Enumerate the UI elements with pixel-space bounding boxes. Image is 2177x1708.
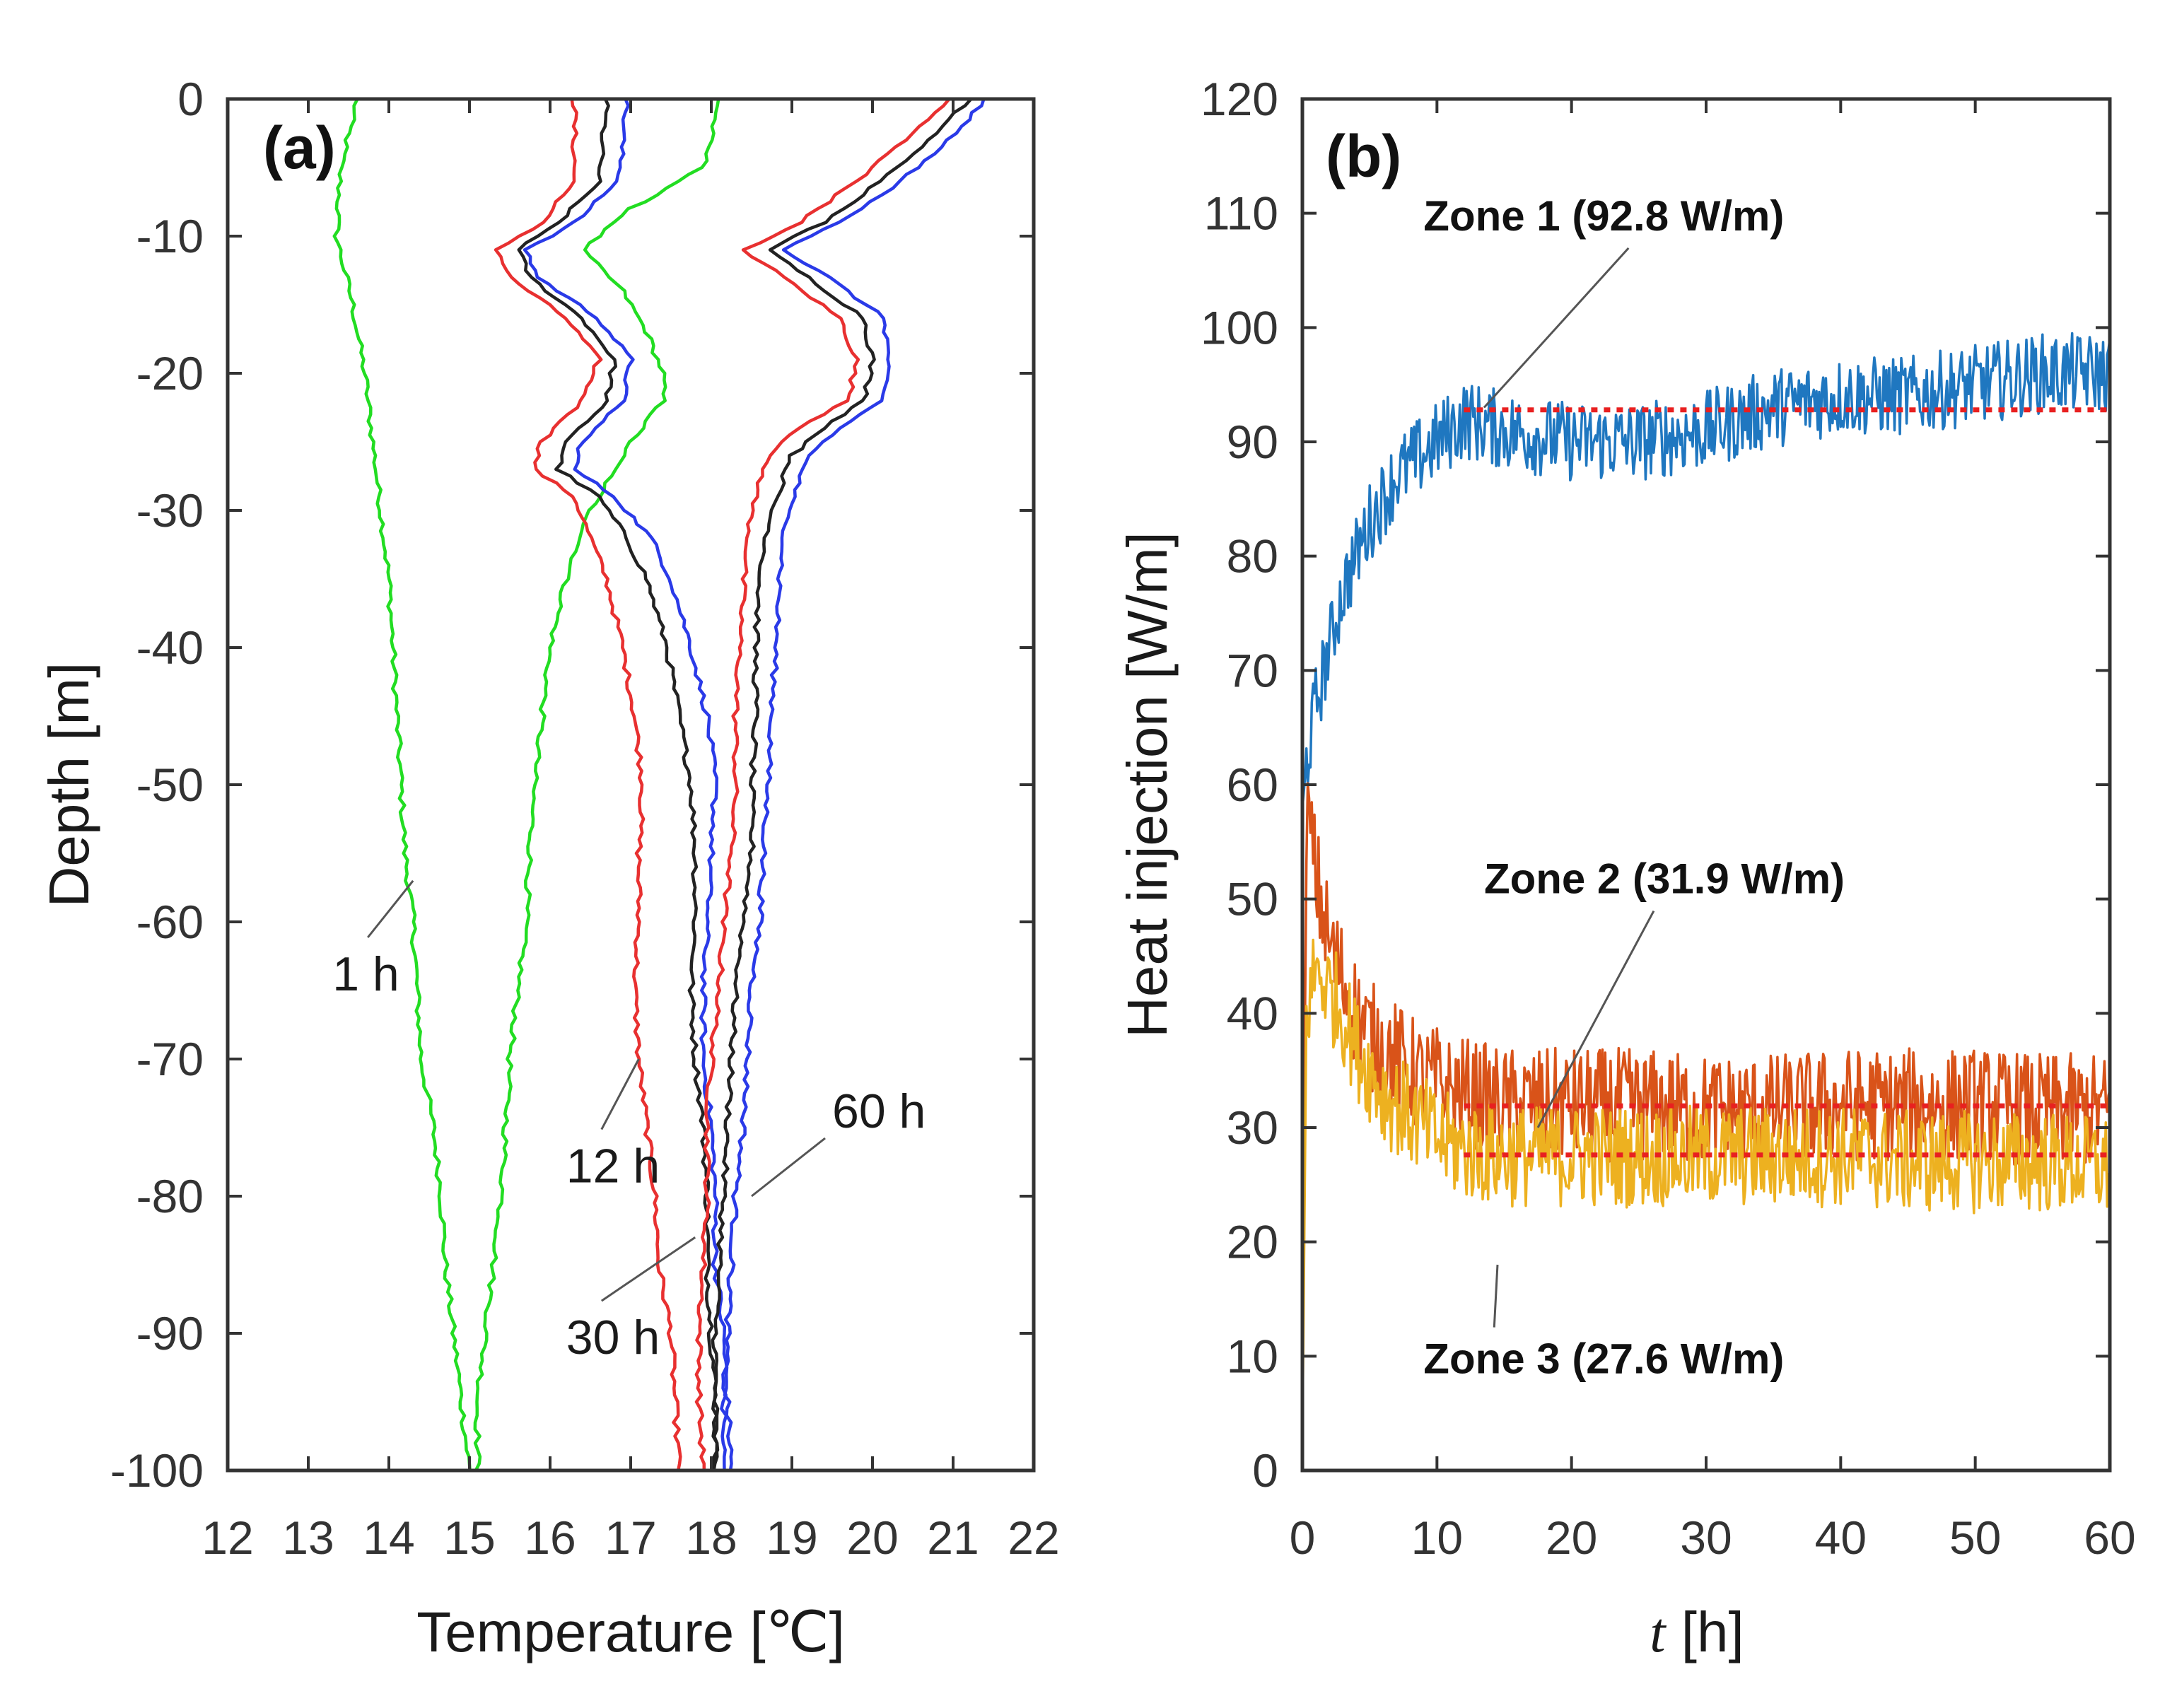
panel-b-y-tick-label-11: 110 xyxy=(1204,187,1278,240)
panel-a-y-tick-label-6: -60 xyxy=(136,896,204,948)
panel-a-x-tick-label-3: 15 xyxy=(443,1511,495,1564)
panel-a-y-tick-label-9: -90 xyxy=(136,1307,204,1359)
panel-b-y-tick-label-10: 100 xyxy=(1201,301,1278,353)
panel-b-annotation-0: Zone 1 (92.8 W/m) xyxy=(1423,192,1784,240)
panel-b-x-axis-title: t [h] xyxy=(1650,1601,1744,1664)
panel-a-x-axis-title: Temperature [℃] xyxy=(416,1601,845,1663)
panel-a-x-tick-label-7: 19 xyxy=(766,1511,817,1564)
panel-b: Zone 1 (92.8 W/m) Zone 2 (31.9 W/m) Zone 3… xyxy=(1116,73,2136,1664)
panel-a-y-tick-label-1: -10 xyxy=(136,210,204,262)
panel-b-annotation-leader-0 xyxy=(1483,247,1630,409)
panel-b-annotation-2: Zone 3 (27.6 W/m) xyxy=(1423,1335,1784,1383)
panel-b-y-tick-label-1: 10 xyxy=(1227,1330,1278,1382)
panel-a-y-tick-label-8: -80 xyxy=(136,1170,204,1222)
panel-b-y-tick-label-2: 20 xyxy=(1227,1216,1278,1268)
panel-a-x-tick-label-10: 22 xyxy=(1008,1511,1059,1564)
panel-a-annotation-0: 1 h xyxy=(332,947,399,1001)
panel-a-series-line-0 xyxy=(332,98,472,1471)
panel-a-y-tick-label-4: -40 xyxy=(136,621,204,674)
panel-b-annotation-1: Zone 2 (31.9 W/m) xyxy=(1484,855,1845,903)
panel-b-x-axis-variable: t xyxy=(1650,1602,1667,1664)
panel-b-annotation-leader-2 xyxy=(1493,1264,1499,1328)
panel-a-x-tick-label-1: 13 xyxy=(282,1511,334,1564)
panel-b-label: (b) xyxy=(1326,123,1401,189)
panel-b-x-tick-label-1: 10 xyxy=(1411,1511,1463,1564)
panel-a-series-line-2 xyxy=(494,98,682,1471)
panel-a-x-tick-label-0: 12 xyxy=(202,1511,253,1564)
panel-b-x-tick-label-5: 50 xyxy=(1949,1511,2001,1564)
panel-b-x-tick-label-0: 0 xyxy=(1290,1511,1316,1564)
panel-b-y-tick-label-7: 70 xyxy=(1227,644,1278,696)
panel-a-x-tick-label-9: 21 xyxy=(927,1511,979,1564)
panel-a-annotation-leader-2 xyxy=(600,1236,696,1302)
panel-b-x-ticks: 0 10 20 30 40 50 60 xyxy=(1290,99,2136,1564)
panel-a-series-line-1 xyxy=(473,98,720,1472)
panel-a-series-line-7 xyxy=(720,98,986,1471)
panel-a-series-group xyxy=(332,98,986,1472)
panel-a-series-line-5 xyxy=(694,98,951,1470)
panel-b-reference-lines xyxy=(1464,407,2110,1158)
panel-a-annotation-1: 12 h xyxy=(566,1140,660,1193)
panel-a-y-tick-label-0: 0 xyxy=(177,73,204,125)
panel-a-annotation-2: 30 h xyxy=(566,1311,660,1364)
panel-a-annotations: 1 h 12 h 30 h 60 h xyxy=(332,879,926,1364)
panel-b-y-tick-label-9: 90 xyxy=(1227,416,1278,468)
panel-b-y-tick-label-5: 50 xyxy=(1227,873,1278,925)
panel-a: 1 h 12 h 30 h 60 h 12 13 14 15 16 17 18 19 20 21 22 0… xyxy=(37,73,1060,1663)
panel-a-x-tick-label-4: 16 xyxy=(524,1511,576,1564)
panel-a-annotation-leader-3 xyxy=(751,1137,826,1198)
panel-a-x-tick-label-8: 20 xyxy=(846,1511,898,1564)
panel-b-series-group xyxy=(1301,332,2111,1437)
panel-b-y-tick-label-4: 40 xyxy=(1227,987,1278,1039)
panel-a-y-tick-label-5: -50 xyxy=(136,759,204,811)
panel-b-x-tick-label-6: 60 xyxy=(2084,1511,2135,1564)
panel-a-annotation-leader-0 xyxy=(367,879,414,938)
panel-a-x-tick-label-5: 17 xyxy=(605,1511,656,1564)
panel-b-x-tick-label-3: 30 xyxy=(1680,1511,1732,1564)
panel-b-series-line-2 xyxy=(1301,938,2111,1437)
panel-a-y-tick-label-7: -70 xyxy=(136,1033,204,1085)
panel-b-x-axis-unit: [h] xyxy=(1666,1601,1744,1663)
panel-b-x-tick-label-2: 20 xyxy=(1546,1511,1597,1564)
panel-b-y-ticks: 0 10 20 30 40 50 60 70 80 90 100 110 120 xyxy=(1201,73,2110,1497)
panel-b-annotations: Zone 1 (92.8 W/m) Zone 2 (31.9 W/m) Zone 3… xyxy=(1423,192,1845,1383)
panel-a-y-tick-label-10: -100 xyxy=(110,1444,204,1497)
panel-a-y-ticks: 0 -10 -20 -30 -40 -50 -60 -70 -80 -90 -100 xyxy=(110,73,1034,1497)
panel-b-y-tick-label-0: 0 xyxy=(1252,1444,1278,1497)
panel-b-y-tick-label-8: 80 xyxy=(1227,530,1278,583)
panel-a-series-line-6 xyxy=(711,98,973,1471)
panel-a-series-line-4 xyxy=(523,98,734,1471)
panel-a-annotation-3: 60 h xyxy=(832,1084,926,1138)
panel-a-y-axis-title: Depth [m] xyxy=(37,662,100,908)
panel-a-x-tick-label-6: 18 xyxy=(685,1511,737,1564)
panel-b-annotation-leader-1 xyxy=(1536,910,1655,1128)
panel-b-y-tick-label-3: 30 xyxy=(1227,1101,1278,1154)
panel-b-y-tick-label-6: 60 xyxy=(1227,759,1278,811)
panel-a-x-ticks: 12 13 14 15 16 17 18 19 20 21 22 xyxy=(202,99,1060,1564)
panel-b-series-line-0 xyxy=(1301,332,2111,808)
panel-a-y-tick-label-3: -30 xyxy=(136,484,204,537)
panel-b-y-tick-label-12: 120 xyxy=(1201,73,1278,125)
panel-a-label: (a) xyxy=(263,115,336,181)
panel-a-annotation-leader-1 xyxy=(600,1058,640,1130)
panel-a-y-tick-label-2: -20 xyxy=(136,347,204,399)
panel-b-y-axis-title: Heat injection [W/m] xyxy=(1116,532,1179,1038)
panel-b-x-tick-label-4: 40 xyxy=(1815,1511,1867,1564)
panel-a-x-tick-label-2: 14 xyxy=(363,1511,414,1564)
panel-a-series-line-3 xyxy=(517,98,720,1471)
